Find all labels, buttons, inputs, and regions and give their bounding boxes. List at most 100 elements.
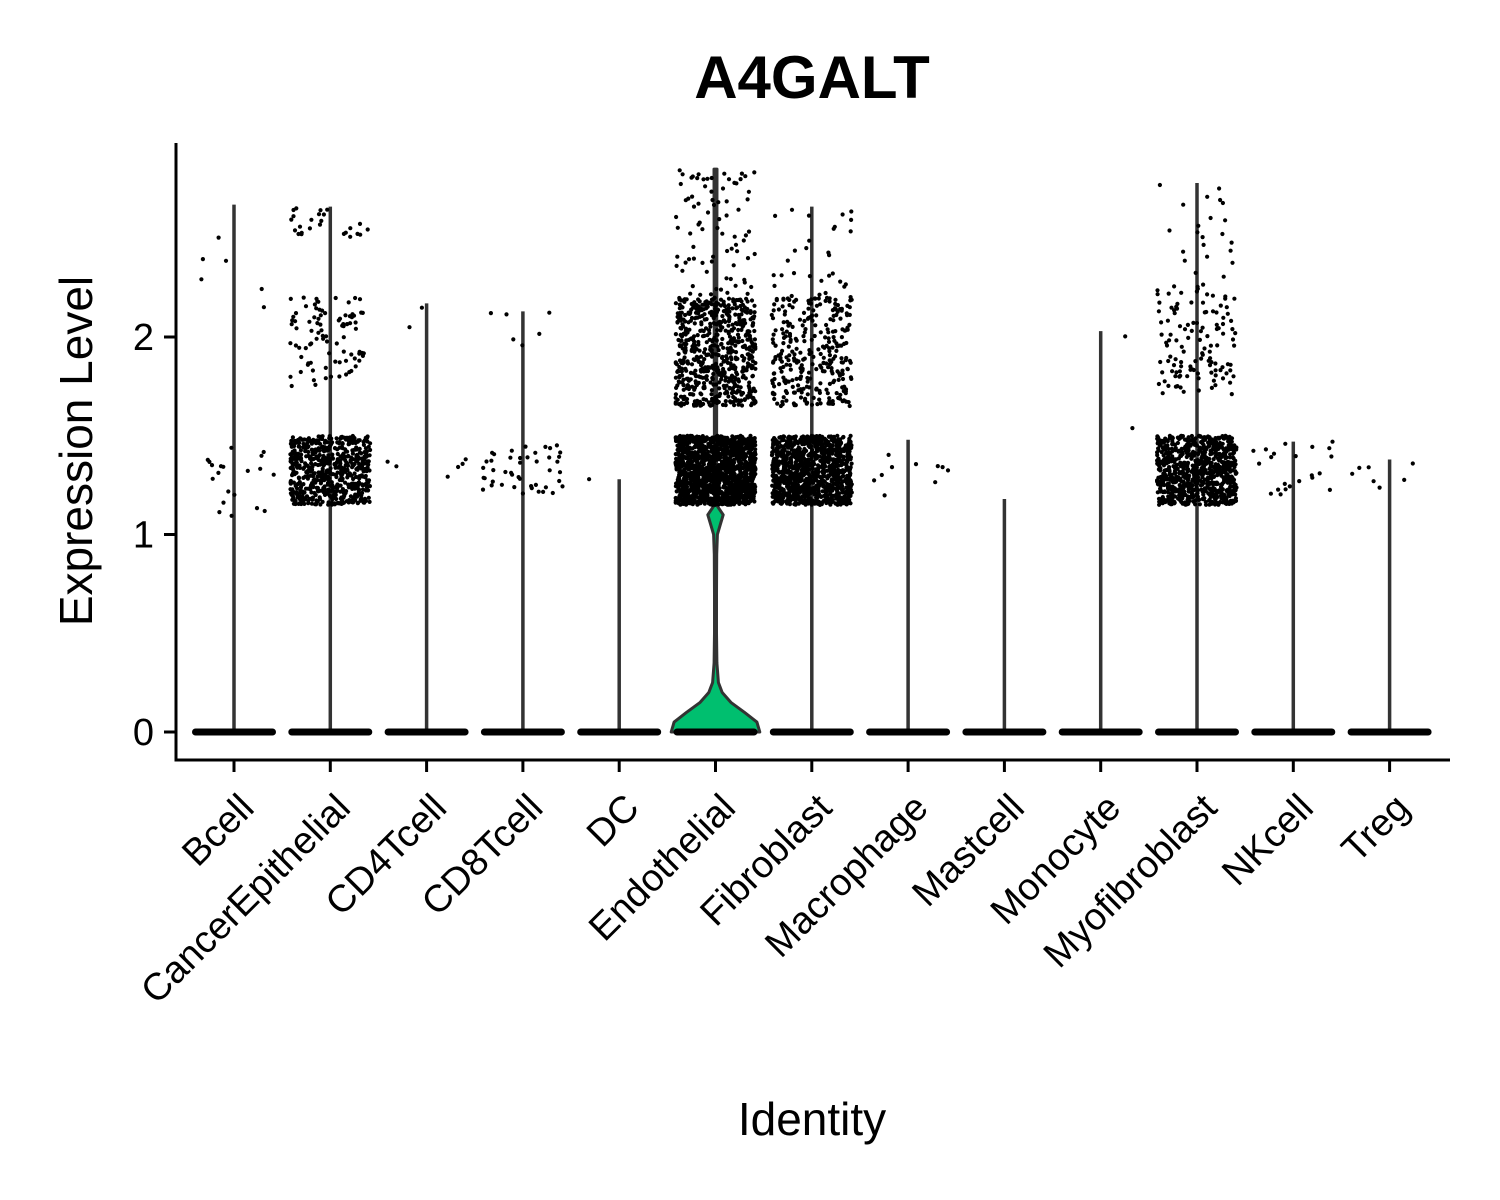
point	[721, 358, 727, 364]
point	[771, 308, 776, 313]
point	[779, 444, 784, 449]
point	[737, 318, 742, 323]
point	[673, 452, 678, 457]
point	[696, 374, 702, 379]
point	[832, 437, 837, 442]
point	[364, 481, 369, 486]
point	[816, 439, 822, 444]
point	[844, 479, 849, 485]
point	[803, 327, 808, 332]
point	[725, 481, 730, 486]
point	[511, 337, 516, 342]
point	[753, 399, 758, 404]
point	[730, 322, 735, 327]
point	[721, 301, 726, 307]
point	[831, 313, 836, 318]
point	[819, 278, 824, 283]
point	[747, 392, 752, 397]
point	[343, 230, 348, 235]
point	[738, 465, 744, 470]
point	[849, 490, 854, 495]
point	[845, 367, 850, 372]
point	[814, 483, 819, 488]
point	[696, 359, 701, 364]
point	[806, 298, 811, 303]
point	[799, 439, 805, 445]
point	[712, 335, 717, 340]
point	[322, 484, 327, 489]
point	[356, 465, 361, 470]
point	[848, 295, 853, 300]
zero-points-CancerEpithelial	[288, 728, 373, 736]
point	[799, 486, 804, 491]
point	[732, 234, 737, 239]
point	[704, 340, 709, 345]
point	[718, 323, 723, 328]
point	[749, 447, 754, 452]
point	[319, 218, 324, 223]
point	[304, 474, 309, 479]
point	[811, 453, 816, 458]
point	[365, 465, 370, 470]
point	[817, 292, 822, 297]
point	[676, 448, 682, 453]
point	[781, 296, 786, 301]
point	[720, 231, 725, 236]
point	[804, 384, 810, 389]
point	[729, 391, 735, 396]
point	[837, 477, 842, 482]
point	[708, 321, 713, 326]
point	[708, 380, 713, 385]
point	[714, 338, 719, 343]
point	[720, 436, 725, 441]
point	[701, 381, 707, 386]
point	[809, 337, 814, 342]
point	[357, 349, 362, 354]
point	[676, 483, 681, 488]
point	[724, 213, 729, 218]
point	[789, 447, 794, 452]
point	[783, 380, 788, 386]
point	[677, 437, 682, 442]
point	[325, 207, 330, 212]
point	[745, 329, 750, 334]
point	[337, 445, 342, 450]
point	[677, 440, 682, 445]
point	[775, 465, 780, 470]
point	[826, 365, 831, 370]
point	[368, 441, 373, 446]
point	[742, 343, 748, 348]
point	[334, 341, 339, 346]
point	[520, 491, 526, 496]
point	[810, 466, 815, 471]
point	[732, 396, 738, 401]
point	[558, 450, 563, 455]
point	[711, 254, 716, 259]
point	[784, 457, 789, 462]
point	[841, 434, 846, 440]
point	[794, 452, 799, 458]
point	[847, 483, 853, 488]
point	[325, 482, 330, 487]
point	[1179, 479, 1184, 484]
point	[701, 328, 706, 334]
point	[745, 256, 751, 261]
point	[769, 312, 774, 318]
point	[749, 284, 754, 290]
point	[1220, 487, 1225, 492]
point	[720, 186, 726, 191]
point	[343, 480, 348, 485]
point	[805, 471, 811, 476]
point	[290, 489, 295, 495]
point	[724, 456, 730, 461]
point	[460, 461, 465, 466]
point	[772, 396, 777, 402]
point	[781, 320, 786, 325]
point	[750, 359, 756, 364]
point	[330, 500, 335, 505]
point	[706, 328, 712, 333]
point	[727, 334, 733, 339]
points-Fibroblast	[769, 207, 854, 507]
point	[682, 402, 687, 407]
zero-points-CD4Tcell	[384, 728, 469, 736]
